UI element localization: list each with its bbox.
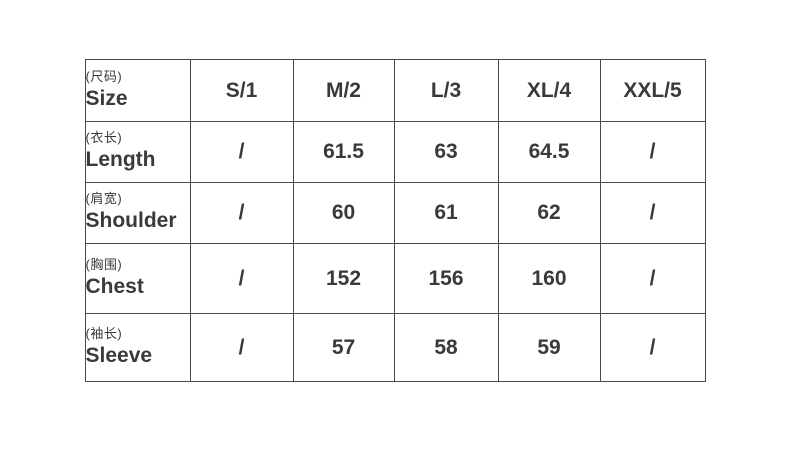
value-shoulder-s1: / <box>189 182 294 244</box>
value-chest-s1: / <box>189 243 294 314</box>
row-label-sleeve-en: Sleeve <box>85 343 153 367</box>
row-label-shoulder-cn: (肩宽) <box>85 191 123 207</box>
table-row-chest: (胸围) Chest / 152 156 160 / <box>84 243 706 314</box>
value-shoulder-l3: 61 <box>393 182 499 244</box>
table-row-shoulder: (肩宽) Shoulder / 60 61 62 / <box>84 182 706 244</box>
header-label-en: Size <box>85 86 128 110</box>
table-row-sleeve: (袖长) Sleeve / 57 58 59 / <box>84 313 706 382</box>
value-sleeve-xl4: 59 <box>497 313 601 382</box>
value-sleeve-m2: 57 <box>292 313 395 382</box>
value-shoulder-m2: 60 <box>292 182 395 244</box>
column-header-xxl5: XXL/5 <box>599 59 706 122</box>
row-label-length-en: Length <box>85 148 156 172</box>
row-label-sleeve: (袖长) Sleeve <box>84 313 191 382</box>
value-sleeve-s1: / <box>189 313 294 382</box>
value-length-xxl5: / <box>599 121 706 183</box>
row-label-sleeve-cn: (袖长) <box>85 325 123 341</box>
value-length-l3: 63 <box>393 121 499 183</box>
value-chest-xl4: 160 <box>497 243 601 314</box>
column-header-s1: S/1 <box>189 59 294 122</box>
value-length-s1: / <box>189 121 294 183</box>
value-shoulder-xxl5: / <box>599 182 706 244</box>
column-header-l3: L/3 <box>393 59 499 122</box>
row-label-length: (衣长) Length <box>84 121 191 183</box>
header-label-cell: (尺码) Size <box>84 59 191 122</box>
value-chest-l3: 156 <box>393 243 499 314</box>
row-label-length-cn: (衣长) <box>85 130 123 146</box>
value-shoulder-xl4: 62 <box>497 182 601 244</box>
value-sleeve-xxl5: / <box>599 313 706 382</box>
row-label-chest: (胸围) Chest <box>84 243 191 314</box>
value-length-m2: 61.5 <box>292 121 395 183</box>
row-label-shoulder-en: Shoulder <box>85 209 177 233</box>
header-label-cn: (尺码) <box>85 68 123 84</box>
size-chart-table: (尺码) Size S/1 M/2 L/3 XL/4 XXL/5 (衣长) Le… <box>84 59 706 382</box>
value-length-xl4: 64.5 <box>497 121 601 183</box>
row-label-chest-cn: (胸围) <box>85 256 123 272</box>
header-row: (尺码) Size S/1 M/2 L/3 XL/4 XXL/5 <box>84 59 706 122</box>
row-label-chest-en: Chest <box>85 274 144 298</box>
column-header-xl4: XL/4 <box>497 59 601 122</box>
value-chest-m2: 152 <box>292 243 395 314</box>
table-row-length: (衣长) Length / 61.5 63 64.5 / <box>84 121 706 183</box>
row-label-shoulder: (肩宽) Shoulder <box>84 182 191 244</box>
value-sleeve-l3: 58 <box>393 313 499 382</box>
column-header-m2: M/2 <box>292 59 395 122</box>
value-chest-xxl5: / <box>599 243 706 314</box>
